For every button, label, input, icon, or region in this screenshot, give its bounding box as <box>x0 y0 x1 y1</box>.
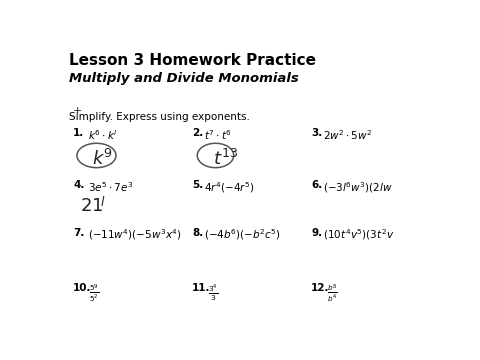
Text: 1.: 1. <box>73 128 84 138</box>
Text: 2.: 2. <box>192 128 204 138</box>
Text: 7.: 7. <box>73 228 84 238</box>
Text: 4.: 4. <box>73 180 84 190</box>
Text: $3e^5 \cdot 7e^3$: $3e^5 \cdot 7e^3$ <box>88 180 133 194</box>
Text: $21$: $21$ <box>81 197 104 215</box>
Text: 6.: 6. <box>311 180 323 190</box>
Text: $\frac{5^9}{5^2}$: $\frac{5^9}{5^2}$ <box>89 283 99 304</box>
Text: 9.: 9. <box>311 228 322 238</box>
Text: $4r^4(-4r^5)$: $4r^4(-4r^5)$ <box>204 180 255 195</box>
Text: 10.: 10. <box>73 283 92 293</box>
Text: $\frac{3^4}{3}$: $\frac{3^4}{3}$ <box>208 283 218 303</box>
Text: $t^{13}$: $t^{13}$ <box>213 149 238 168</box>
Text: Simplify. Express using exponents.: Simplify. Express using exponents. <box>69 112 250 122</box>
Text: $k^6 \cdot k^l$: $k^6 \cdot k^l$ <box>88 128 118 141</box>
Text: Lesson 3 Homework Practice: Lesson 3 Homework Practice <box>69 53 316 68</box>
Text: $k^9$: $k^9$ <box>92 149 112 168</box>
Text: 5.: 5. <box>192 180 204 190</box>
Text: $2w^2 \cdot 5w^2$: $2w^2 \cdot 5w^2$ <box>324 128 372 141</box>
Text: 8.: 8. <box>192 228 204 238</box>
Text: 12.: 12. <box>311 283 330 293</box>
Text: $(-4b^6)(-b^2c^5)$: $(-4b^6)(-b^2c^5)$ <box>204 228 281 242</box>
Text: 3.: 3. <box>311 128 323 138</box>
Text: $(-11w^4)(-5w^3x^4)$: $(-11w^4)(-5w^3x^4)$ <box>88 228 182 242</box>
Text: l: l <box>101 195 105 209</box>
Text: $(10t^4v^5)(3t^2v$: $(10t^4v^5)(3t^2v$ <box>324 228 395 242</box>
Text: +: + <box>73 105 83 116</box>
Text: Multiply and Divide Monomials: Multiply and Divide Monomials <box>69 72 299 85</box>
Text: $(-3l^6w^3)(2lw$: $(-3l^6w^3)(2lw$ <box>324 180 393 195</box>
Text: $\frac{b^8}{b^4}$: $\frac{b^8}{b^4}$ <box>327 283 338 304</box>
Text: 11.: 11. <box>192 283 211 293</box>
Text: $t^7 \cdot t^6$: $t^7 \cdot t^6$ <box>204 128 232 141</box>
